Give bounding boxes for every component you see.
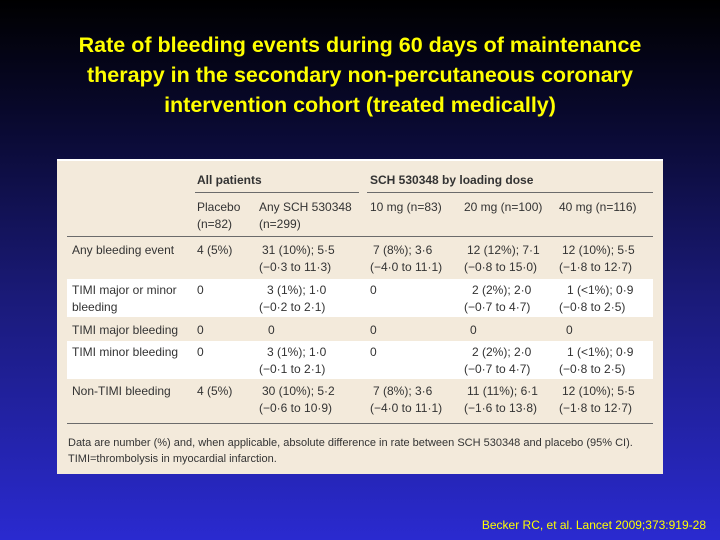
row-band xyxy=(67,279,653,317)
table-cell: 12 (12%); 7·1 (−0·8 to 15·0) xyxy=(464,243,540,274)
table-cell: 1 (<1%); 0·9 (−0·8 to 2·5) xyxy=(559,283,634,314)
table-cell: 0 xyxy=(197,283,204,297)
table-cell: 7 (8%); 3·6 (−4·0 to 11·1) xyxy=(370,243,443,274)
citation: Becker RC, et al. Lancet 2009;373:919-28 xyxy=(481,518,706,532)
table-cell: 12 (10%); 5·5 (−1·8 to 12·7) xyxy=(559,384,635,415)
row-label-timi-major-minor: TIMI major or minor bleeding xyxy=(72,283,177,314)
col-header-40mg: 40 mg (n=116) xyxy=(559,200,637,214)
table-cell: 4 (5%) xyxy=(197,243,233,257)
slide-title: Rate of bleeding events during 60 days o… xyxy=(0,30,720,120)
table-cell: 0 xyxy=(197,345,204,359)
table-cell: 1 (<1%); 0·9 (−0·8 to 2·5) xyxy=(559,345,634,376)
title-line-1: Rate of bleeding events during 60 days o… xyxy=(78,33,642,57)
col-header-placebo: Placebo (n=82) xyxy=(197,200,241,231)
footer-rule xyxy=(67,423,653,424)
col-header-20mg: 20 mg (n=100) xyxy=(464,200,543,214)
bleeding-events-table: All patients SCH 530348 by loading dose … xyxy=(57,159,663,474)
table-cell: 0 xyxy=(370,283,377,297)
header-rule xyxy=(67,236,653,237)
table-cell: 12 (10%); 5·5 (−1·8 to 12·7) xyxy=(559,243,635,274)
table-cell: 0 xyxy=(268,323,275,337)
row-label-non-timi: Non-TIMI bleeding xyxy=(72,384,171,398)
table-cell: 3 (1%); 1·0 (−0·1 to 2·1) xyxy=(259,345,327,376)
table-cell: 4 (5%) xyxy=(197,384,233,398)
table-cell: 0 xyxy=(566,323,573,337)
row-band xyxy=(67,341,653,379)
title-line-3: intervention cohort (treated medically) xyxy=(164,93,556,117)
table-cell: 0 xyxy=(470,323,477,337)
row-label-timi-major: TIMI major bleeding xyxy=(72,323,179,337)
table-cell: 2 (2%); 2·0 (−0·7 to 4·7) xyxy=(464,345,532,376)
table-cell: 0 xyxy=(370,323,377,337)
table-cell: 31 (10%); 5·5 (−0·3 to 11·3) xyxy=(259,243,335,274)
table-cell: 11 (11%); 6·1 (−1·6 to 13·8) xyxy=(464,384,538,415)
group-header-sch-dose: SCH 530348 by loading dose xyxy=(370,173,534,187)
table-footnote: Data are number (%) and, when applicable… xyxy=(68,437,633,465)
group-header-all-patients: All patients xyxy=(197,173,262,187)
row-label-any-bleeding: Any bleeding event xyxy=(72,243,175,257)
table-cell: 3 (1%); 1·0 (−0·2 to 2·1) xyxy=(259,283,327,314)
group-rule-all xyxy=(195,192,359,193)
table-cell: 30 (10%); 5·2 (−0·6 to 10·9) xyxy=(259,384,335,415)
col-header-10mg: 10 mg (n=83) xyxy=(370,200,442,214)
title-line-2: therapy in the secondary non-percutaneou… xyxy=(87,63,633,87)
table-cell: 0 xyxy=(370,345,377,359)
table-cell: 2 (2%); 2·0 (−0·7 to 4·7) xyxy=(464,283,532,314)
row-label-timi-minor: TIMI minor bleeding xyxy=(72,345,179,359)
table-cell: 0 xyxy=(197,323,204,337)
group-rule-sch xyxy=(367,192,653,193)
table-cell: 7 (8%); 3·6 (−4·0 to 11·1) xyxy=(370,384,443,415)
col-header-any-sch: Any SCH 530348 (n=299) xyxy=(259,200,352,231)
